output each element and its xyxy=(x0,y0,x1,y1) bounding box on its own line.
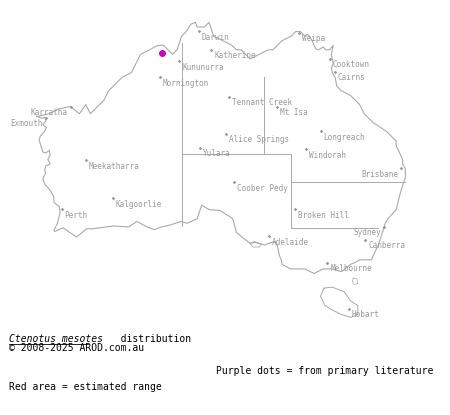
Text: Longreach: Longreach xyxy=(324,133,365,142)
Polygon shape xyxy=(320,287,358,317)
Text: Katherine: Katherine xyxy=(214,51,256,60)
Text: Melbourne: Melbourne xyxy=(330,264,372,273)
Polygon shape xyxy=(352,278,358,284)
Text: Darwin: Darwin xyxy=(201,32,229,42)
Text: Windorah: Windorah xyxy=(309,151,346,160)
Text: Ctenotus mesotes: Ctenotus mesotes xyxy=(9,334,103,344)
Text: Yulara: Yulara xyxy=(202,149,230,158)
Text: Tennant Creek: Tennant Creek xyxy=(232,98,292,107)
Text: Meekatharra: Meekatharra xyxy=(89,162,140,171)
Text: Karratha: Karratha xyxy=(31,108,68,117)
Text: Mt Isa: Mt Isa xyxy=(280,108,308,117)
Text: Alice Springs: Alice Springs xyxy=(229,135,289,144)
Text: Exmouth: Exmouth xyxy=(11,119,43,128)
Text: Red area = estimated range: Red area = estimated range xyxy=(9,382,162,392)
Text: Mornington: Mornington xyxy=(163,79,209,88)
Text: Brisbane: Brisbane xyxy=(361,170,398,178)
Text: Adelaide: Adelaide xyxy=(272,238,309,247)
Text: Broken Hill: Broken Hill xyxy=(298,210,349,220)
Text: Kununurra: Kununurra xyxy=(182,63,224,72)
Text: Canberra: Canberra xyxy=(368,241,405,250)
Text: Weipa: Weipa xyxy=(302,34,325,43)
Text: Cairns: Cairns xyxy=(338,73,365,82)
Polygon shape xyxy=(250,242,261,247)
Text: Kalgoorlie: Kalgoorlie xyxy=(116,200,162,209)
Text: © 2008-2025 AROD.com.au: © 2008-2025 AROD.com.au xyxy=(9,343,144,353)
Text: Hobart: Hobart xyxy=(352,310,379,319)
Text: Perth: Perth xyxy=(64,210,88,220)
Text: Purple dots = from primary literature: Purple dots = from primary literature xyxy=(216,366,433,376)
Text: distribution: distribution xyxy=(9,334,191,344)
Polygon shape xyxy=(37,22,405,273)
Text: Cooktown: Cooktown xyxy=(333,60,370,69)
Text: Sydney: Sydney xyxy=(354,228,382,237)
Text: Coober Pedy: Coober Pedy xyxy=(237,184,288,193)
